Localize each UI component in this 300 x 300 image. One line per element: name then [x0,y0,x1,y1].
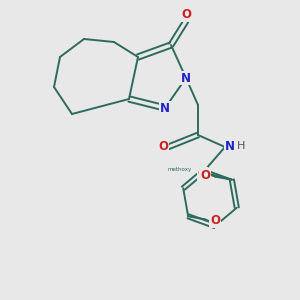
Text: O: O [181,8,191,21]
Text: N: N [160,101,170,115]
Text: O: O [198,167,208,180]
Text: methoxy: methoxy [167,167,191,172]
Text: N: N [181,71,191,85]
Text: N: N [225,140,235,154]
Text: O: O [210,214,220,227]
Text: O: O [200,169,210,182]
Text: O: O [158,140,168,154]
Text: H: H [236,140,245,151]
